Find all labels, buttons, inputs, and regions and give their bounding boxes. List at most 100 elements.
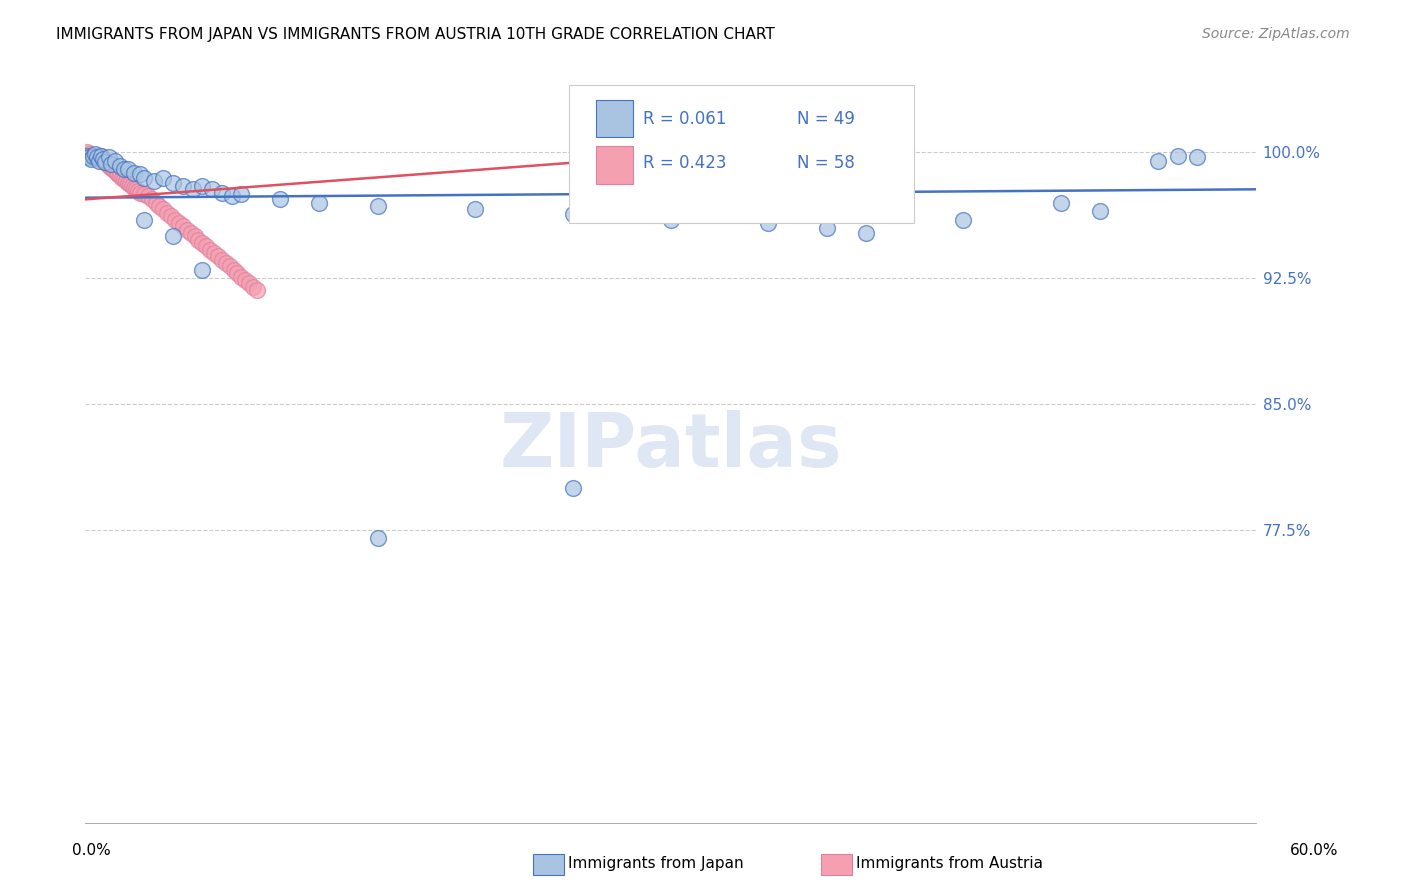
Point (132, 212, 155, 227)
Point (152, 202, 174, 217)
Point (756, 216, 779, 230)
Point (181, 182, 204, 196)
Text: IMMIGRANTS FROM JAPAN VS IMMIGRANTS FROM AUSTRIA 10TH GRADE CORRELATION CHART: IMMIGRANTS FROM JAPAN VS IMMIGRANTS FROM… (56, 27, 775, 42)
Point (211, 252, 233, 267)
Point (231, 269, 253, 284)
Point (163, 212, 186, 227)
Point (195, 239, 218, 253)
Point (90, 149, 112, 163)
Text: N = 49: N = 49 (797, 110, 855, 128)
Point (215, 256, 238, 270)
Point (226, 266, 249, 280)
Point (191, 178, 214, 193)
Point (76, 145, 98, 160)
Point (176, 222, 198, 236)
Point (100, 157, 122, 171)
Point (222, 263, 245, 277)
Point (201, 182, 224, 196)
Point (97, 150, 120, 164)
Point (162, 229, 184, 244)
Point (180, 226, 202, 240)
Point (100, 161, 122, 175)
Text: ZIPatlas: ZIPatlas (499, 409, 842, 483)
Point (145, 195, 167, 210)
Point (96, 157, 118, 171)
Point (1049, 195, 1071, 210)
Point (122, 180, 145, 194)
Point (101, 162, 124, 177)
Text: R = 0.061: R = 0.061 (643, 110, 725, 128)
Point (91, 152, 114, 166)
Point (562, 207, 585, 221)
Point (233, 273, 256, 287)
Point (129, 186, 152, 200)
Point (183, 229, 205, 244)
Point (141, 193, 163, 207)
Point (77, 150, 100, 164)
Point (659, 212, 682, 227)
Point (94, 155, 117, 169)
Point (136, 189, 159, 203)
Point (172, 178, 194, 193)
Point (162, 176, 184, 190)
Point (107, 167, 129, 181)
Point (156, 206, 179, 220)
Text: N = 58: N = 58 (797, 154, 855, 172)
Point (308, 195, 330, 210)
Point (148, 199, 170, 213)
Point (367, 531, 389, 545)
Point (191, 263, 214, 277)
Point (221, 189, 243, 203)
Point (122, 165, 145, 179)
Point (152, 170, 174, 185)
Point (110, 169, 132, 183)
Point (91, 153, 114, 168)
Point (115, 174, 138, 188)
Point (84, 149, 107, 163)
Point (242, 279, 264, 293)
Point (86, 150, 108, 164)
Point (132, 170, 155, 185)
Text: Source: ZipAtlas.com: Source: ZipAtlas.com (1202, 27, 1350, 41)
Point (160, 209, 183, 223)
Point (1147, 153, 1170, 168)
Point (142, 174, 165, 188)
Point (127, 184, 149, 198)
Point (207, 249, 229, 263)
Point (77, 147, 100, 161)
Point (238, 277, 260, 291)
Point (82, 150, 104, 164)
Point (103, 153, 125, 168)
Point (187, 233, 209, 247)
Point (117, 162, 139, 177)
Point (76, 149, 98, 163)
Point (87, 153, 110, 168)
Point (191, 235, 214, 250)
Point (117, 176, 139, 190)
Point (132, 187, 155, 202)
Point (815, 220, 838, 235)
Point (112, 172, 135, 186)
Point (167, 216, 190, 230)
Point (464, 202, 486, 217)
Text: Immigrants from Japan: Immigrants from Japan (568, 856, 744, 871)
Point (82, 149, 104, 163)
Point (218, 260, 240, 274)
Point (855, 226, 877, 240)
Point (87, 152, 110, 166)
Point (269, 193, 291, 207)
Point (231, 187, 253, 202)
Point (246, 283, 269, 297)
Point (80, 152, 103, 166)
Point (198, 243, 221, 257)
Point (172, 219, 194, 234)
Point (112, 162, 135, 177)
Point (80, 149, 103, 163)
Point (111, 170, 134, 185)
Text: 0.0%: 0.0% (72, 843, 111, 858)
Point (105, 165, 128, 179)
Point (110, 159, 132, 173)
Point (1167, 149, 1189, 163)
Point (94, 155, 117, 169)
Point (120, 178, 142, 192)
